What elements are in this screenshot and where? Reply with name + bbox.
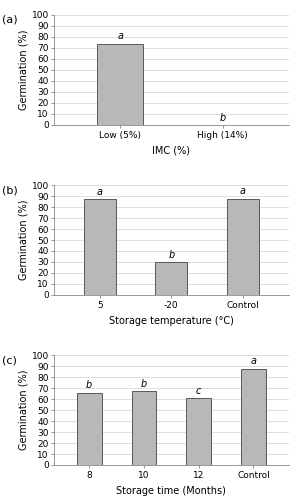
- Bar: [227, 198, 259, 295]
- Bar: [241, 368, 266, 465]
- Text: (b): (b): [2, 185, 18, 195]
- Text: (c): (c): [2, 355, 17, 365]
- Text: a: a: [117, 32, 123, 42]
- X-axis label: Storage time (Months): Storage time (Months): [117, 486, 226, 496]
- Bar: [132, 392, 156, 465]
- Bar: [97, 44, 143, 125]
- Bar: [84, 200, 116, 295]
- X-axis label: Storage temperature (°C): Storage temperature (°C): [109, 316, 234, 326]
- Y-axis label: Germination (%): Germination (%): [19, 30, 29, 110]
- Text: a: a: [97, 187, 103, 197]
- X-axis label: IMC (%): IMC (%): [152, 146, 190, 156]
- Y-axis label: Germination (%): Germination (%): [19, 200, 29, 280]
- Text: b: b: [86, 380, 92, 390]
- Bar: [187, 398, 211, 465]
- Text: a: a: [240, 186, 246, 196]
- Text: c: c: [196, 386, 201, 396]
- Bar: [155, 262, 187, 295]
- Text: b: b: [168, 250, 174, 260]
- Text: b: b: [141, 380, 147, 390]
- Text: (a): (a): [2, 15, 18, 25]
- Bar: [77, 392, 102, 465]
- Text: a: a: [251, 356, 257, 366]
- Text: b: b: [219, 112, 226, 122]
- Y-axis label: Germination (%): Germination (%): [19, 370, 29, 450]
